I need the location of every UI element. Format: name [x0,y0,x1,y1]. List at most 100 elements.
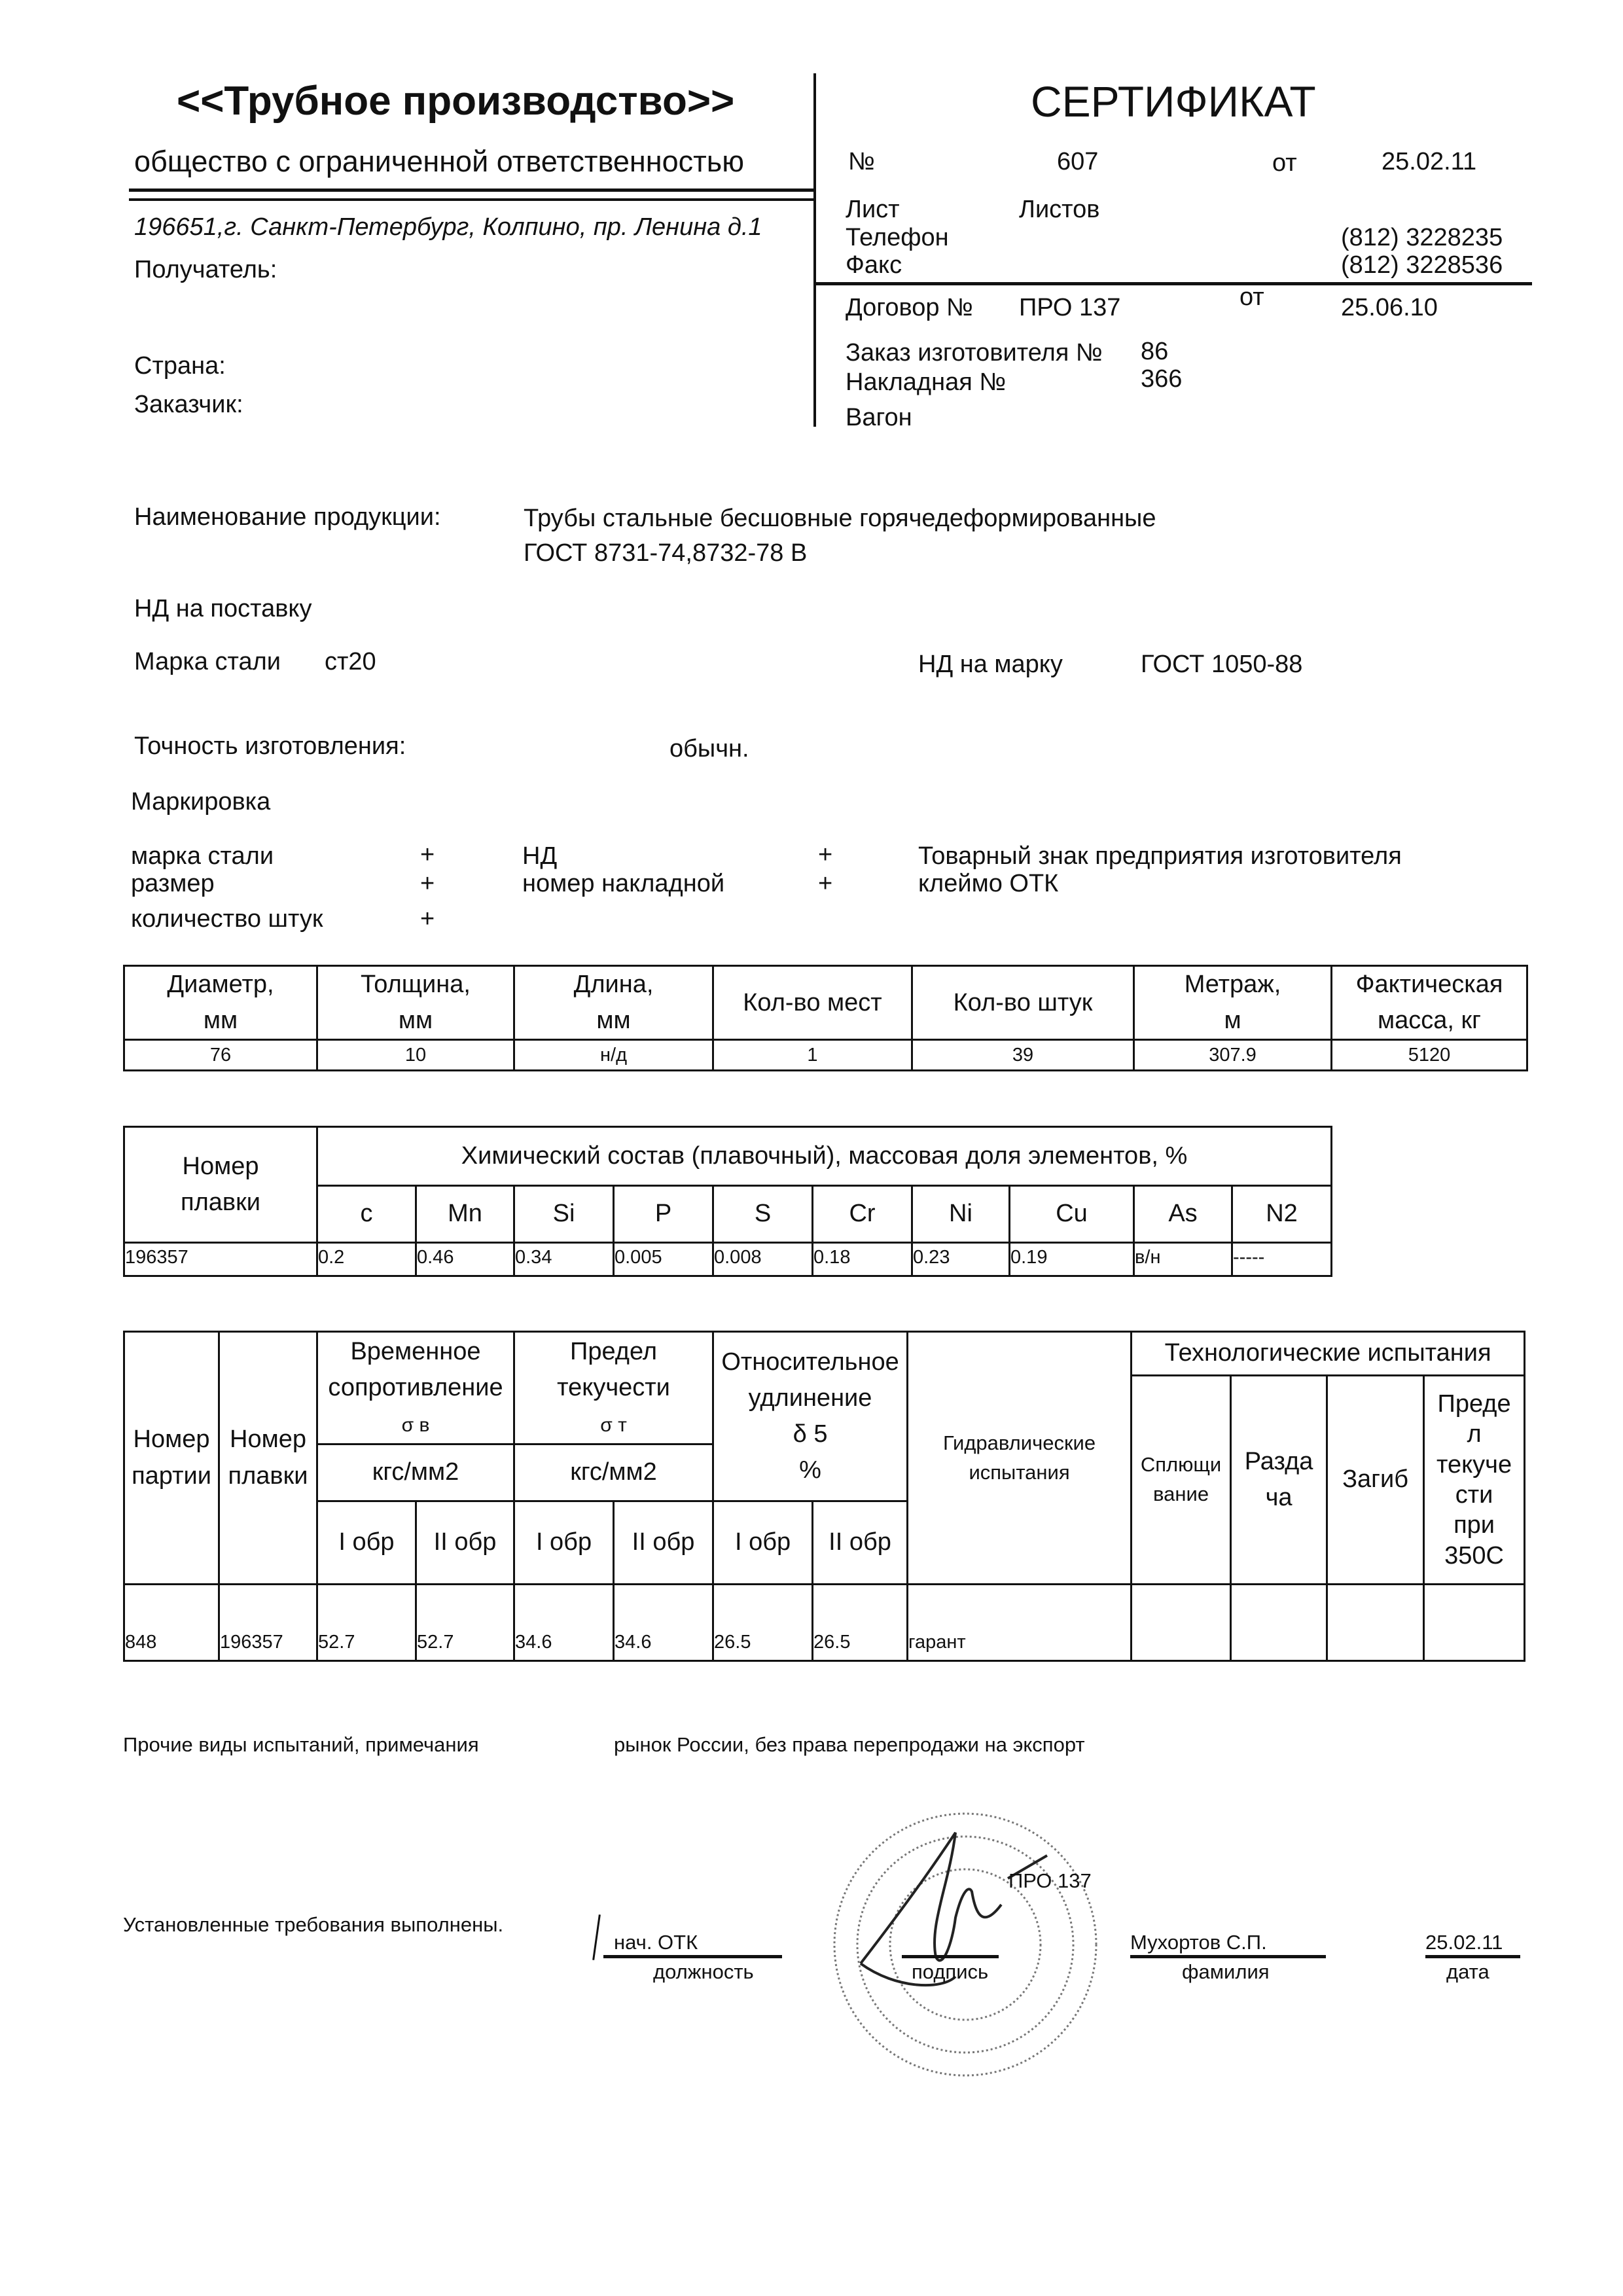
cell: н/д [513,1039,714,1072]
marking-size-label: размер [131,870,215,897]
divider [129,198,814,201]
elongation-header: Относительное удлинение δ 5% [712,1331,909,1502]
cell: 26.5 [712,1583,814,1662]
date-line [1425,1955,1520,1958]
signature-line [902,1955,999,1958]
header-diameter: Диаметр, мм [123,964,318,1041]
cell: 52.7 [414,1583,516,1662]
element-si: Si [513,1185,615,1244]
tech-tests-header: Технологические испытания [1130,1331,1526,1376]
fax-label: Факс [846,251,902,279]
cell: 196357 [218,1583,318,1662]
hydraulic-header: Гидравлические испытания [906,1331,1133,1585]
yield-header: Предел текучести σ т [513,1331,715,1445]
certificate-date: 25.02.11 [1382,148,1477,175]
marking-count-label: количество штук [131,905,323,933]
cell: 10 [316,1039,515,1072]
number-label: № [848,148,875,175]
element-p: P [613,1185,714,1244]
divider [129,188,814,192]
certificate-number: 607 [1057,148,1099,175]
invoice-number: 366 [1141,365,1183,393]
sample-2: II обр [812,1500,909,1585]
company-legal-form: общество с ограниченной ответственностью [134,145,744,178]
chemistry-table: Номер плавки Химический состав (плавочный… [123,1126,1333,1278]
header-places: Кол-во мест [712,964,913,1041]
cell: 1 [712,1039,913,1072]
vertical-divider [813,73,816,427]
header-mass: Фактическая масса, кг [1330,964,1528,1041]
batch-header: Номер партии [123,1331,220,1585]
contract-label: Договор № [846,294,973,321]
chemistry-title: Химический состав (плавочный), массовая … [315,1126,1333,1187]
element-cu: Cu [1008,1185,1135,1244]
mechanical-table: Номер партии Номер плавки Временное сопроти… [123,1331,1526,1662]
surname-label: фамилия [1182,1960,1270,1983]
order-label: Заказ изготовителя № [846,339,1103,367]
other-tests-label: Прочие виды испытаний, примечания [123,1733,479,1756]
marking-count-mark: + [420,905,435,933]
nd-supply-label: НД на поставку [134,595,312,622]
dimensions-table: Диаметр, мм Толщина, мм Длина, мм Кол-во ме… [123,964,1528,1072]
customer-label: Заказчик: [134,391,243,418]
cell: 307.9 [1133,1039,1332,1072]
flattening-header: Сплющи вание [1130,1374,1232,1585]
position: нач. ОТК [614,1931,698,1954]
accuracy-label: Точность изготовления: [134,732,406,760]
company-name: <<Трубное производство>> [177,79,735,124]
country-label: Страна: [134,352,226,380]
surname-line [1130,1955,1326,1958]
cell: 0.34 [513,1241,615,1278]
invoice-label: Накладная № [846,368,1007,396]
from-label: от [1272,149,1297,177]
accuracy: обычн. [669,735,749,762]
sample-1: I обр [316,1500,417,1585]
recipient-label: Получатель: [134,256,277,283]
marking-steel-label: марка стали [131,842,274,870]
yield-350-header: Преде л текуче сти при 350С [1423,1374,1526,1585]
nd-grade-label: НД на марку [918,651,1063,678]
cell: 0.46 [415,1241,515,1278]
element-n2: N2 [1230,1185,1333,1244]
requirements-met: Установленные требования выполнены. [123,1913,504,1936]
tensile-header: Временное сопротивление σ в [315,1331,516,1445]
header-pieces: Кол-во штук [911,964,1135,1041]
cell [1130,1583,1232,1662]
cell: 5120 [1330,1039,1528,1072]
product-name-line2: ГОСТ 8731-74,8732-78 В [524,539,808,567]
marking-nd-mark: + [818,841,833,869]
marking-trademark-label: Товарный знак предприятия изготовителя [918,842,1402,870]
product-name-line1: Трубы стальные бесшовные горячедеформиро… [524,505,1156,532]
cell: 76 [123,1039,318,1072]
cell: 0.19 [1008,1241,1135,1278]
cell: 34.6 [513,1583,615,1662]
cell: 39 [911,1039,1135,1072]
surname: Мухортов С.П. [1130,1931,1267,1954]
cell: 26.5 [812,1583,909,1662]
order-number: 86 [1141,338,1169,365]
element-mn: Mn [415,1185,515,1244]
company-address: 196651,г. Санкт-Петербург, Колпино, пр. … [134,213,762,241]
sheet-label: Лист [846,196,900,223]
marking-nd-label: НД [522,842,558,870]
phone-label: Телефон [846,224,949,251]
sample-1: I обр [513,1500,615,1585]
marking-invoice-label: номер накладной [522,870,725,897]
sample-1: I обр [712,1500,814,1585]
cell [1230,1583,1329,1662]
position-label: должность [653,1960,754,1983]
heat-header: Номер плавки [123,1126,318,1244]
certificate-title: СЕРТИФИКАТ [1031,77,1316,126]
stamp-text: ПРО 137 [1008,1869,1092,1892]
element-as: As [1133,1185,1233,1244]
element-c: c [316,1185,417,1244]
cell: 0.005 [613,1241,714,1278]
contract-date: 25.06.10 [1341,294,1438,321]
cell: 34.6 [613,1583,715,1662]
table-row: 76 10 н/д 1 39 307.9 5120 [123,1039,1528,1072]
sample-2: II обр [613,1500,715,1585]
tensile-unit: кгс/мм2 [315,1443,516,1502]
fax: (812) 3228536 [1341,251,1503,279]
signature-label: подпись [912,1960,989,1983]
stamp-icon [833,1812,1097,2077]
